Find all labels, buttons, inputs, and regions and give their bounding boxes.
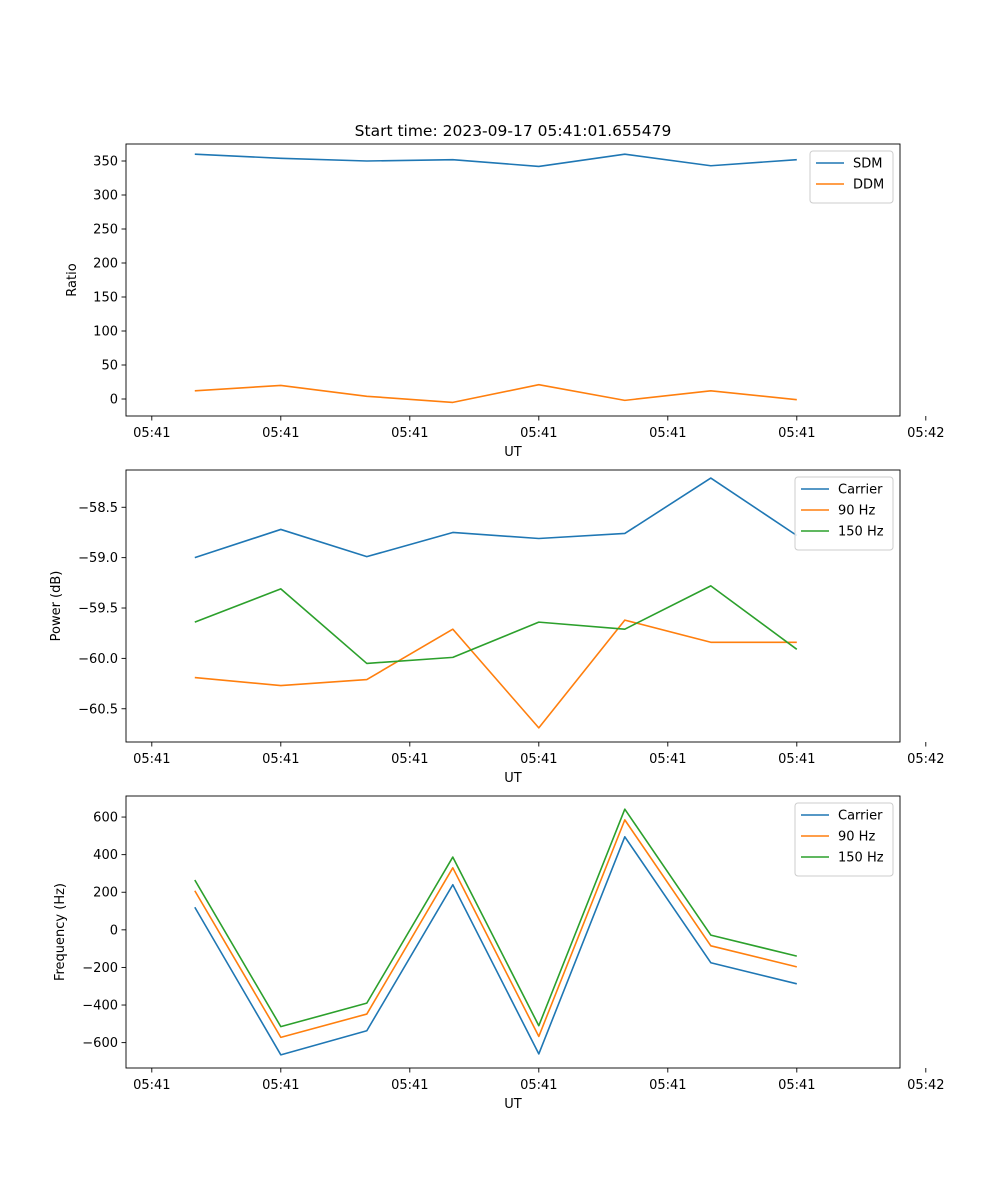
legend-label: DDM [853, 178, 884, 193]
y-tick-label: 300 [93, 189, 118, 204]
x-tick-label: 05:41 [391, 1078, 428, 1093]
x-axis-label: UT [504, 445, 522, 460]
y-tick-label: 200 [93, 886, 118, 901]
legend-label: 150 Hz [838, 525, 884, 540]
y-tick-label: 50 [101, 359, 118, 374]
chart-panel-2: 05:41 05:41 05:41 05:41 05:41 05:41 05:42 −58.5… [49, 469, 945, 786]
y-tick-label: −200 [82, 961, 118, 976]
legend-box [809, 150, 894, 204]
legend-label: 150 Hz [838, 851, 884, 866]
y-tick-label: 400 [93, 848, 118, 863]
y-tick-label: −600 [82, 1036, 118, 1051]
x-tick-label: 05:41 [520, 1078, 557, 1093]
x-tick-label: 05:41 [778, 752, 815, 767]
x-tick-label: 05:41 [262, 426, 299, 441]
x-tick-label: 05:42 [907, 1078, 944, 1093]
legend-label: Carrier [838, 809, 883, 824]
plot-frame [125, 469, 901, 743]
y-tick-label: 200 [93, 257, 118, 272]
series-line-150-hz [194, 585, 798, 665]
y-tick-label: −60.5 [78, 702, 118, 717]
y-axis-label: Frequency (Hz) [53, 883, 68, 981]
y-tick-label: −60.0 [78, 652, 118, 667]
series-line-carrier [194, 835, 797, 1056]
y-tick-label: −58.5 [78, 501, 118, 516]
series-line-90-hz [194, 619, 797, 729]
x-tick-label: 05:41 [649, 426, 686, 441]
x-tick-label: 05:41 [520, 752, 557, 767]
x-tick-label: 05:41 [520, 426, 557, 441]
y-tick-label: 0 [110, 923, 118, 938]
x-tick-label: 05:42 [907, 426, 944, 441]
x-tick-label: 05:41 [778, 426, 815, 441]
x-tick-label: 05:41 [391, 752, 428, 767]
legend: Carrier 90 Hz 150 Hz [794, 802, 894, 877]
x-tick-label: 05:41 [649, 752, 686, 767]
plot-frame [125, 795, 901, 1069]
y-tick-label: −400 [82, 999, 118, 1014]
chart-panel-3: 05:41 05:41 05:41 05:41 05:41 05:41 05:42 600 40… [53, 795, 945, 1112]
x-tick-label: 05:41 [133, 752, 170, 767]
x-tick-label: 05:41 [262, 1078, 299, 1093]
y-tick-label: 350 [93, 155, 118, 170]
series-line-ddm [194, 383, 797, 404]
x-tick-label: 05:41 [133, 1078, 170, 1093]
y-axis-label: Power (dB) [49, 571, 64, 642]
x-axis-label: UT [504, 771, 522, 786]
legend-label: 90 Hz [838, 830, 875, 845]
legend-label: SDM [853, 157, 882, 172]
legend-label: Carrier [838, 483, 883, 498]
x-axis-label: UT [504, 1097, 522, 1112]
y-tick-label: −59.0 [78, 551, 118, 566]
x-tick-label: 05:41 [133, 426, 170, 441]
plot-frame [125, 143, 901, 417]
x-tick-label: 05:41 [391, 426, 428, 441]
y-axis-label: Ratio [65, 263, 80, 296]
y-tick-label: 250 [93, 223, 118, 238]
x-tick-label: 05:41 [649, 1078, 686, 1093]
y-tick-label: 600 [93, 811, 118, 826]
series-line-150-hz [194, 808, 797, 1028]
legend: SDM DDM [809, 150, 894, 204]
y-tick-label: 0 [110, 393, 118, 408]
x-tick-label: 05:41 [262, 752, 299, 767]
y-tick-label: 150 [93, 291, 118, 306]
chart-title: Start time: 2023-09-17 05:41:01.655479 [355, 122, 672, 140]
y-tick-label: 100 [93, 325, 118, 340]
y-tick-label: −59.5 [78, 602, 118, 617]
legend-label: 90 Hz [838, 504, 875, 519]
x-tick-label: 05:42 [907, 752, 944, 767]
series-line-90-hz [194, 819, 797, 1039]
series-line-carrier [194, 477, 798, 559]
x-tick-label: 05:41 [778, 1078, 815, 1093]
series-line-sdm [194, 153, 797, 168]
legend: Carrier 90 Hz 150 Hz [794, 476, 894, 551]
chart-panel-1: 05:41 05:41 05:41 05:41 05:41 05:41 05:42 0 50 10… [65, 122, 945, 460]
